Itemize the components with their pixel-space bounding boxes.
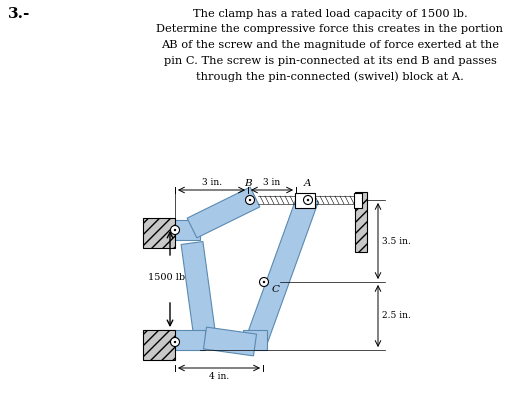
Polygon shape [187,187,260,238]
Text: Determine the compressive force this creates in the portion: Determine the compressive force this cre… [157,24,503,34]
Text: 2.5 in.: 2.5 in. [382,312,411,320]
Circle shape [304,196,312,205]
Polygon shape [158,330,205,350]
Circle shape [171,337,180,346]
Polygon shape [143,330,175,360]
Text: 1500 lb: 1500 lb [148,273,185,282]
Polygon shape [181,241,216,339]
Polygon shape [354,193,362,208]
Circle shape [174,229,176,231]
Circle shape [245,196,254,205]
Circle shape [174,341,176,343]
Polygon shape [158,220,200,240]
Polygon shape [203,327,256,356]
Text: A: A [304,179,312,188]
Text: pin C. The screw is pin-connected at its end B and passes: pin C. The screw is pin-connected at its… [163,56,497,66]
Circle shape [171,226,180,235]
Text: 3 in: 3 in [263,178,281,187]
Text: 3 in.: 3 in. [202,178,222,187]
Polygon shape [355,192,367,252]
Text: C: C [272,285,280,294]
Polygon shape [295,193,315,208]
Circle shape [260,278,268,286]
Text: through the pin-connected (swivel) block at A.: through the pin-connected (swivel) block… [196,71,464,81]
Circle shape [307,199,309,201]
Polygon shape [143,218,175,248]
Text: AB of the screw and the magnitude of force exerted at the: AB of the screw and the magnitude of for… [161,40,499,50]
Text: 3.-: 3.- [8,7,31,21]
Polygon shape [243,330,267,350]
Text: 3.5 in.: 3.5 in. [382,237,411,246]
Circle shape [249,199,251,201]
Text: 4 in.: 4 in. [209,372,229,381]
Polygon shape [244,194,318,349]
Circle shape [263,281,265,283]
Text: The clamp has a rated load capacity of 1500 lb.: The clamp has a rated load capacity of 1… [193,9,468,19]
Text: B: B [244,179,252,188]
